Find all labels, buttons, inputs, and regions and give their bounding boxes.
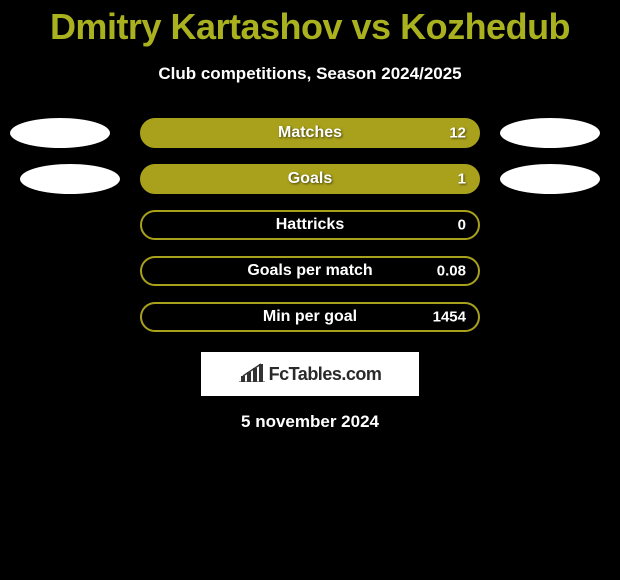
stat-value: 0.08 <box>437 263 466 280</box>
date-label: 5 november 2024 <box>241 412 379 432</box>
player-oval-right <box>500 118 600 148</box>
stat-bar: Goals per match 0.08 <box>140 256 480 286</box>
stat-row: Min per goal 1454 <box>0 302 620 332</box>
stat-row: Goals 1 <box>0 164 620 194</box>
main-container: Dmitry Kartashov vs Kozhedub Club compet… <box>0 0 620 432</box>
page-title: Dmitry Kartashov vs Kozhedub <box>50 6 570 48</box>
stat-bar: Goals 1 <box>140 164 480 194</box>
stat-value: 0 <box>458 217 466 234</box>
stats-list: Matches 12 Goals 1 Hattricks 0 Goals per match… <box>0 118 620 332</box>
player-oval-left <box>10 118 110 148</box>
stat-row: Matches 12 <box>0 118 620 148</box>
player-oval-right <box>500 164 600 194</box>
stat-label: Min per goal <box>263 308 357 326</box>
subtitle: Club competitions, Season 2024/2025 <box>158 64 461 84</box>
stat-label: Matches <box>278 124 342 142</box>
player-oval-left <box>20 164 120 194</box>
stat-row: Goals per match 0.08 <box>0 256 620 286</box>
stat-value: 1 <box>458 171 466 188</box>
stat-bar: Matches 12 <box>140 118 480 148</box>
stat-row: Hattricks 0 <box>0 210 620 240</box>
stat-bar: Hattricks 0 <box>140 210 480 240</box>
bar-chart-icon <box>239 362 265 387</box>
logo-text: FcTables.com <box>269 364 382 385</box>
stat-label: Goals <box>288 170 332 188</box>
stat-value: 1454 <box>433 309 466 326</box>
stat-label: Goals per match <box>247 262 372 280</box>
stat-value: 12 <box>449 125 466 142</box>
logo-box[interactable]: FcTables.com <box>201 352 419 396</box>
stat-label: Hattricks <box>276 216 344 234</box>
stat-bar: Min per goal 1454 <box>140 302 480 332</box>
